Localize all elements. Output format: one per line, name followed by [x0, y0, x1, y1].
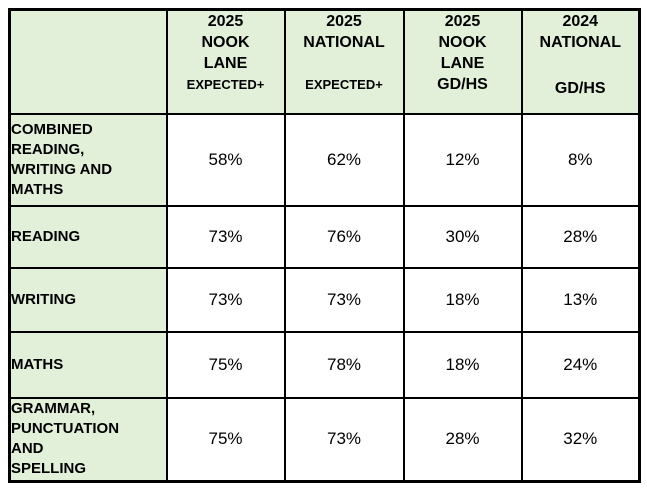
- header-measure: EXPECTED+: [186, 77, 265, 92]
- header-row: 2025 NOOK LANE EXPECTED+ 2025 NATIONAL E…: [8, 8, 641, 115]
- value-nook-lane-gdhs: 28%: [402, 396, 523, 483]
- results-table: 2025 NOOK LANE EXPECTED+ 2025 NATIONAL E…: [8, 8, 641, 483]
- value-nook-lane-gdhs: 12%: [402, 112, 523, 207]
- header-measure: GD/HS: [437, 76, 488, 93]
- header-2025-nook-lane-gdhs: 2025 NOOK LANE GD/HS: [402, 8, 523, 115]
- header-year: 2024: [562, 13, 599, 30]
- header-corner-cell: [8, 8, 168, 115]
- value-national-expected: 62%: [283, 112, 405, 207]
- header-school-line1: NOOK: [201, 34, 250, 51]
- header-measure: EXPECTED+: [305, 77, 383, 92]
- header-2025-national-expected: 2025 NATIONAL EXPECTED+: [283, 8, 405, 115]
- row-label: COMBINED READING, WRITING AND MATHS: [8, 112, 168, 207]
- header-school-line2: LANE: [440, 55, 485, 72]
- header-year: 2025: [326, 13, 362, 30]
- value-nook-lane-gdhs: 18%: [402, 266, 523, 333]
- value-national-gdhs: 28%: [520, 204, 641, 269]
- value-nook-lane-expected: 75%: [165, 396, 286, 483]
- value-nook-lane-expected: 75%: [165, 330, 286, 399]
- value-national-gdhs: 13%: [520, 266, 641, 333]
- value-nook-lane-gdhs: 30%: [402, 204, 523, 269]
- header-school-line1: NOOK: [438, 34, 487, 51]
- header-2024-national-gdhs: 2024 NATIONAL GD/HS: [520, 8, 641, 115]
- row-label: WRITING: [8, 266, 168, 333]
- table-row-writing: WRITING 73% 73% 18% 13%: [8, 266, 641, 333]
- header-school-line2: LANE: [203, 55, 248, 72]
- value-national-gdhs: 24%: [520, 330, 641, 399]
- value-national-expected: 76%: [283, 204, 405, 269]
- row-label: READING: [8, 204, 168, 269]
- value-national-gdhs: 8%: [520, 112, 641, 207]
- header-scope: NATIONAL: [303, 34, 385, 51]
- value-national-expected: 73%: [283, 266, 405, 333]
- value-nook-lane-gdhs: 18%: [402, 330, 523, 399]
- value-nook-lane-expected: 73%: [165, 266, 286, 333]
- value-nook-lane-expected: 73%: [165, 204, 286, 269]
- value-national-expected: 78%: [283, 330, 405, 399]
- row-label: GRAMMAR, PUNCTUATION AND SPELLING: [8, 396, 168, 483]
- header-2025-nook-lane-expected: 2025 NOOK LANE EXPECTED+: [165, 8, 286, 115]
- table-row-grammar: GRAMMAR, PUNCTUATION AND SPELLING 75% 73…: [8, 396, 641, 483]
- header-spacer: [286, 53, 403, 74]
- value-nook-lane-expected: 58%: [165, 112, 286, 207]
- value-national-expected: 73%: [283, 396, 405, 483]
- table-row-combined: COMBINED READING, WRITING AND MATHS 58% …: [8, 112, 641, 207]
- header-scope: NATIONAL: [539, 34, 621, 51]
- header-year: 2025: [444, 13, 481, 30]
- table-row-maths: MATHS 75% 78% 18% 24%: [8, 330, 641, 399]
- header-spacer: [523, 53, 639, 74]
- table-row-reading: READING 73% 76% 30% 28%: [8, 204, 641, 269]
- header-year: 2025: [207, 13, 244, 30]
- value-national-gdhs: 32%: [520, 396, 641, 483]
- row-label: MATHS: [8, 330, 168, 399]
- header-measure: GD/HS: [554, 80, 606, 97]
